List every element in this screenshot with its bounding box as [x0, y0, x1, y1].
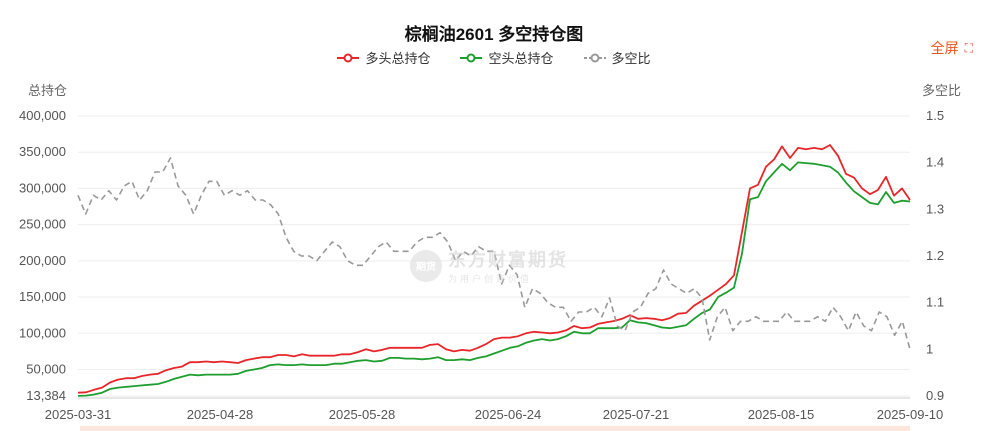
y-right-tick-label: 1.2	[926, 248, 944, 263]
x-tick-label: 2025-07-21	[603, 407, 670, 422]
x-tick-label: 2025-08-15	[748, 407, 815, 422]
fullscreen-label: 全屏	[930, 40, 959, 56]
chart-title: 棕榈油2601 多空持仓图	[404, 25, 584, 44]
y-left-tick-label: 150,000	[19, 289, 66, 304]
watermark-sub-text: 为用户创造价值	[448, 274, 533, 284]
legend-swatch-ratio	[583, 53, 606, 62]
legend-label-short: 空头总持仓	[488, 51, 554, 66]
legend-item-ratio[interactable]: 多空比	[583, 48, 651, 67]
watermark-logo: 期货	[410, 249, 442, 282]
expand-icon: ⛶	[964, 40, 973, 55]
watermark: 期货 东方财富期货 为用户创造价值	[410, 246, 568, 285]
x-tick-label: 2025-09-10	[877, 407, 944, 422]
y-right-tick-label: 1.3	[926, 201, 944, 216]
y-left-tick-label: 300,000	[19, 180, 66, 195]
watermark-main-text: 东方财富期货	[448, 250, 568, 270]
x-tick-label: 2025-06-24	[475, 407, 542, 422]
y-right-axis-title: 多空比	[922, 83, 962, 98]
y-left-tick-label: 250,000	[19, 217, 66, 232]
series-line-2	[77, 157, 911, 350]
chart-legend: 多头总持仓 空头总持仓 多空比	[0, 48, 988, 67]
legend-label-long: 多头总持仓	[365, 51, 431, 66]
series-line-1	[77, 161, 911, 397]
series-line-0	[77, 144, 911, 394]
legend-item-long[interactable]: 多头总持仓	[337, 48, 430, 67]
legend-item-short[interactable]: 空头总持仓	[460, 48, 554, 67]
y-left-tick-label: 100,000	[19, 325, 66, 340]
y-left-axis-title: 总持仓	[28, 83, 68, 98]
y-left-tick-label: 200,000	[19, 253, 66, 268]
zoom-slider-bar[interactable]	[80, 426, 910, 431]
x-tick-label: 2025-04-28	[187, 407, 254, 422]
y-right-tick-label: 1	[926, 341, 933, 356]
y-left-tick-label: 350,000	[19, 144, 66, 159]
x-tick-label: 2025-03-31	[45, 407, 112, 422]
y-right-tick-label: 0.9	[926, 388, 944, 403]
legend-label-ratio: 多空比	[611, 51, 651, 66]
y-right-tick-label: 1.1	[926, 295, 944, 310]
legend-swatch-short	[460, 53, 483, 62]
legend-swatch-long	[337, 53, 360, 62]
y-right-tick-label: 1.4	[926, 155, 944, 170]
y-right-tick-label: 1.5	[926, 108, 944, 123]
y-left-tick-label: 50,000	[26, 361, 66, 376]
fullscreen-button[interactable]: 全屏 ⛶	[930, 38, 973, 58]
y-left-tick-label: 13,384	[26, 388, 66, 403]
x-tick-label: 2025-05-28	[329, 407, 396, 422]
y-left-tick-label: 400,000	[19, 108, 66, 123]
